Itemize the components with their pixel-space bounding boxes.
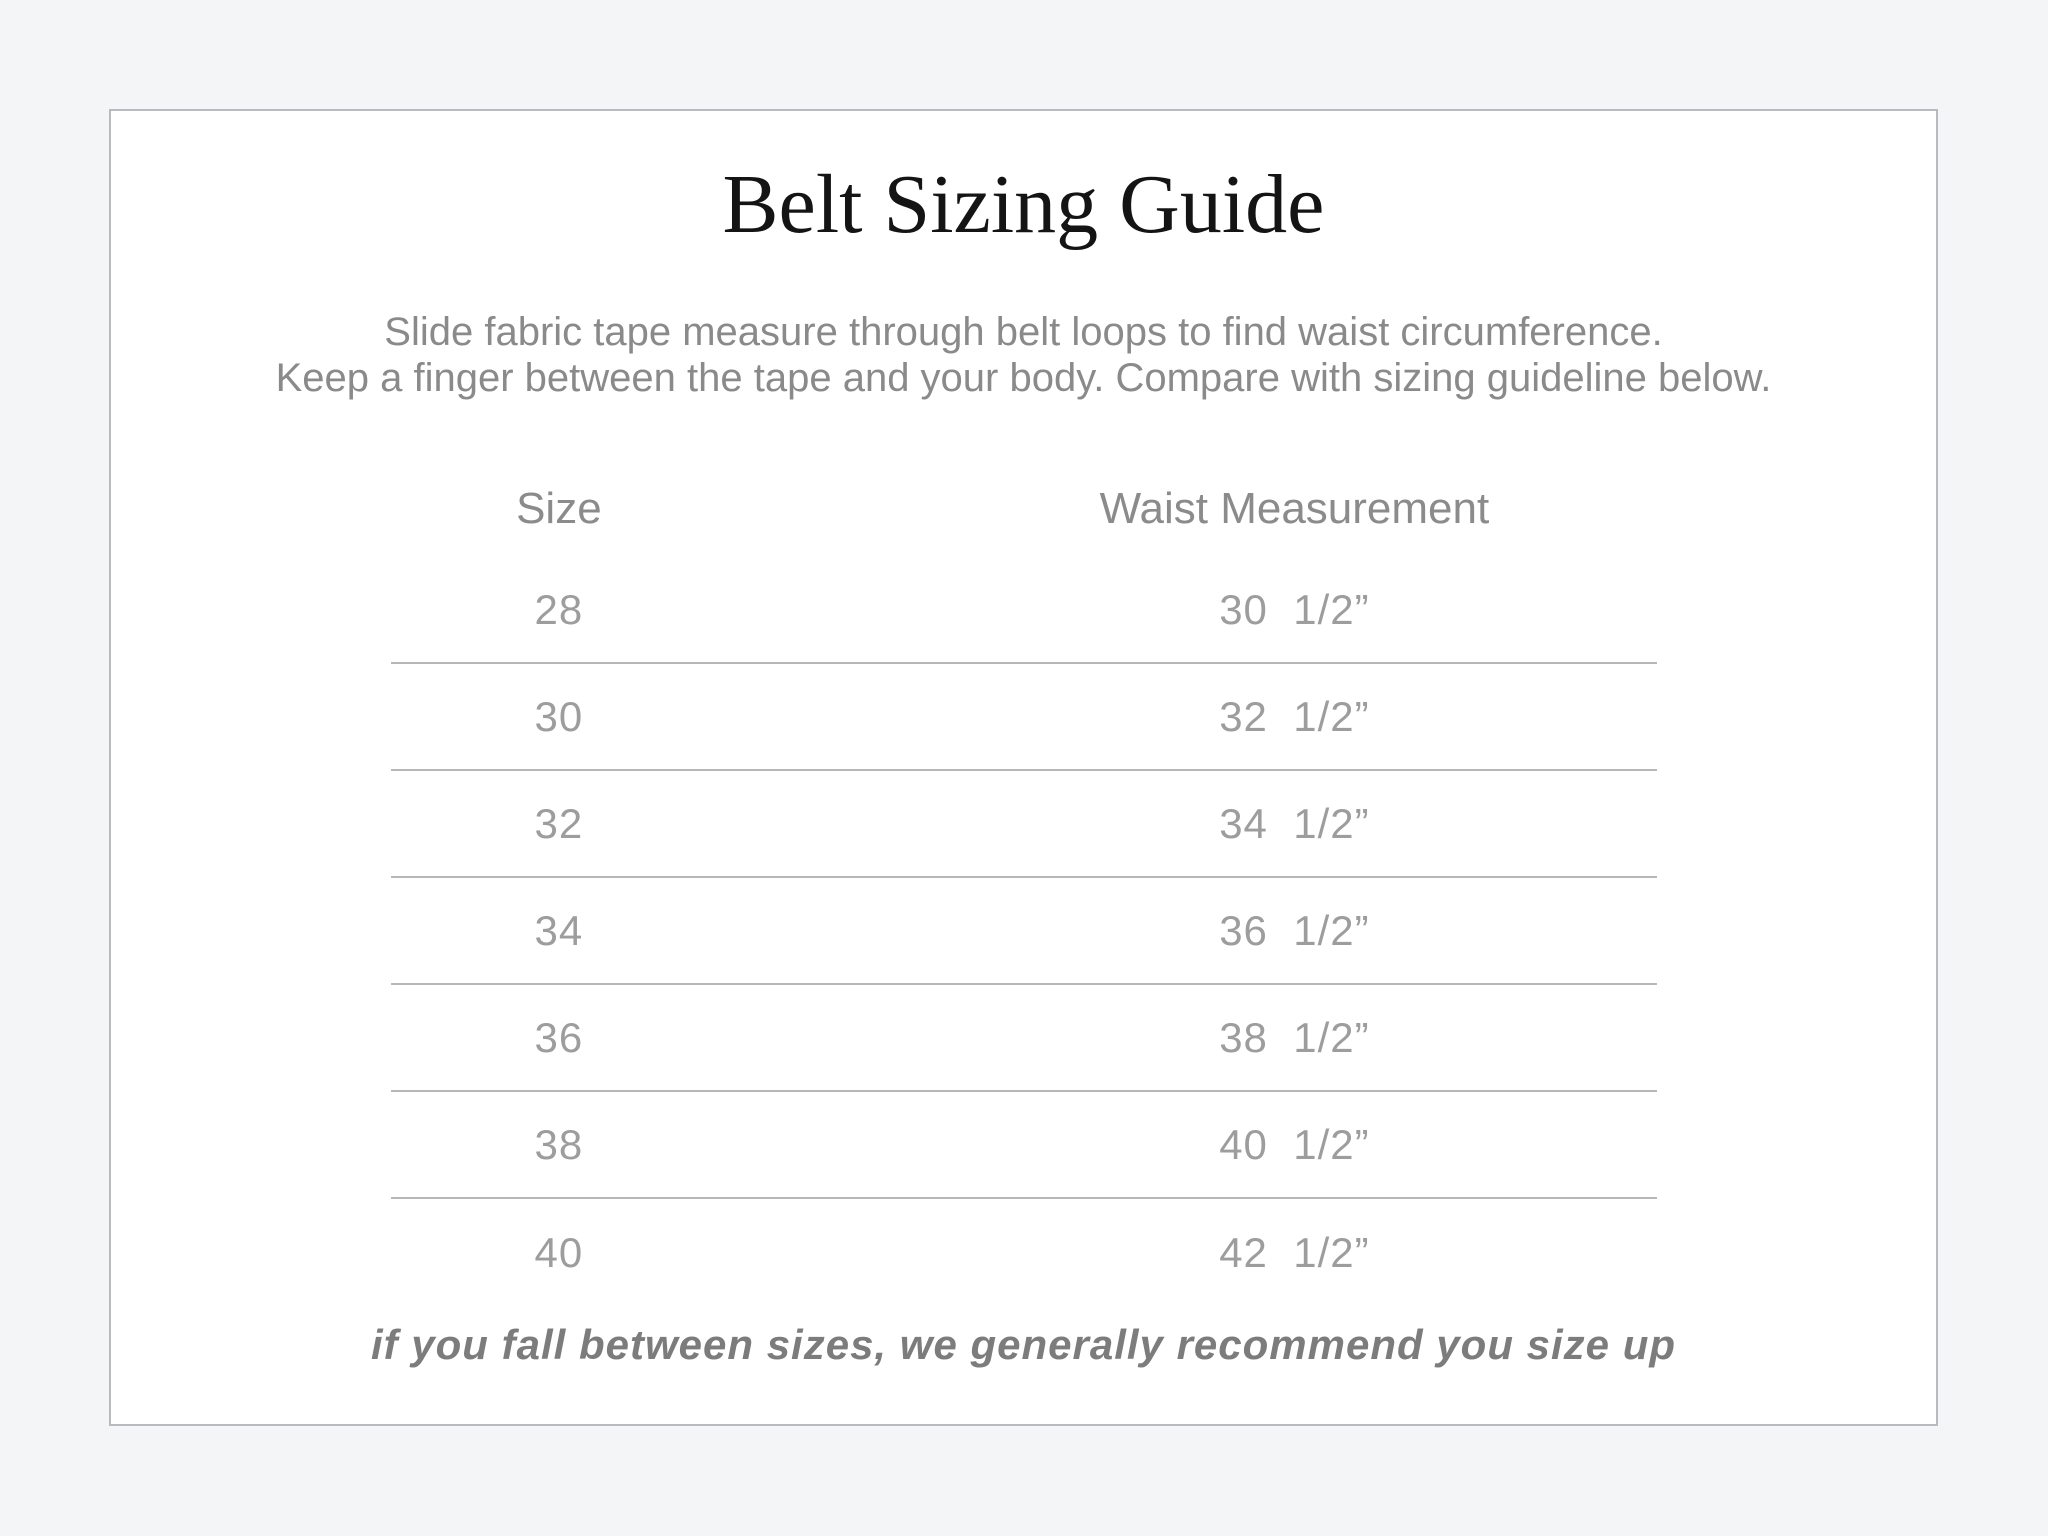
waist-column-header: Waist Measurement	[1099, 484, 1490, 533]
table-row: 30 32 1/2”	[390, 664, 1657, 771]
table-row: 34 36 1/2”	[390, 878, 1657, 985]
waist-cell: 32 1/2”	[1219, 692, 1370, 740]
waist-cell: 36 1/2”	[1219, 906, 1370, 954]
size-cell: 30	[534, 692, 584, 740]
size-cell: 28	[534, 585, 584, 633]
waist-cell: 30 1/2”	[1219, 585, 1370, 633]
table-row: 38 40 1/2”	[390, 1092, 1657, 1199]
instructions-line-2: Keep a finger between the tape and your …	[275, 356, 1772, 400]
waist-cell: 40 1/2”	[1219, 1120, 1370, 1168]
size-column-header: Size	[516, 484, 602, 533]
table-row: 28 30 1/2”	[390, 557, 1657, 664]
waist-cell: 42 1/2”	[1219, 1228, 1370, 1276]
instructions-line-1: Slide fabric tape measure through belt l…	[384, 310, 1663, 354]
sizing-table: Size Waist Measurement 28 30 1/2” 30 32 …	[390, 483, 1657, 1306]
table-row: 40 42 1/2”	[391, 1199, 1657, 1306]
size-cell: 34	[534, 906, 584, 954]
table-row: 32 34 1/2”	[390, 771, 1657, 878]
size-cell: 32	[534, 799, 584, 847]
instructions-text: Slide fabric tape measure through belt l…	[111, 309, 1936, 401]
table-row: 36 38 1/2”	[390, 985, 1657, 1092]
between-sizes-note: if you fall between sizes, we generally …	[370, 1321, 1677, 1368]
size-cell: 40	[534, 1228, 584, 1276]
size-cell: 38	[534, 1120, 584, 1168]
sizing-guide-card: Belt Sizing Guide Slide fabric tape meas…	[109, 109, 1938, 1426]
size-cell: 36	[534, 1013, 584, 1061]
waist-cell: 38 1/2”	[1219, 1013, 1370, 1061]
page-title: Belt Sizing Guide	[722, 158, 1325, 251]
waist-cell: 34 1/2”	[1219, 799, 1370, 847]
table-header-row: Size Waist Measurement	[391, 483, 1657, 535]
